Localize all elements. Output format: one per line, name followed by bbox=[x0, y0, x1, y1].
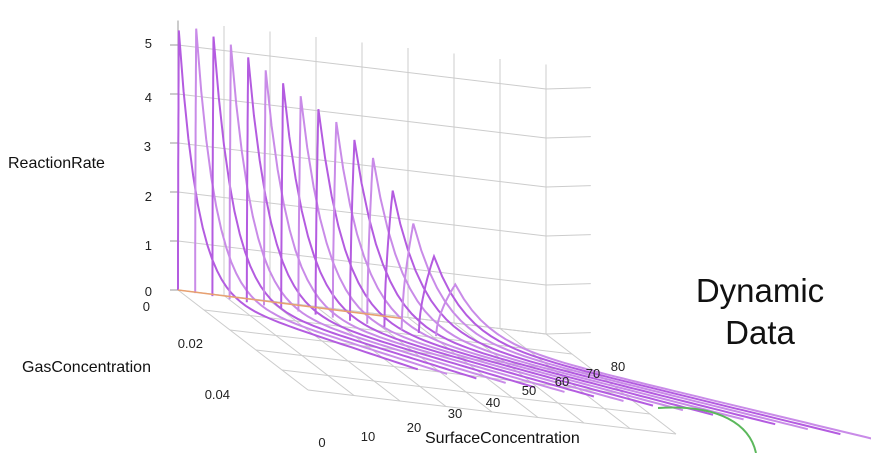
series-15-line bbox=[435, 282, 871, 440]
series-layer bbox=[177, 28, 871, 440]
floor-gridline bbox=[407, 317, 539, 418]
z-tick-3: 3 bbox=[144, 139, 151, 154]
series-4-line bbox=[245, 57, 536, 389]
z-tick-1: 1 bbox=[145, 238, 152, 253]
x-tick-70: 70 bbox=[586, 366, 600, 381]
series-8-line bbox=[314, 108, 654, 407]
baseline bbox=[177, 289, 402, 320]
y-axis-title: GasConcentration bbox=[22, 359, 151, 376]
side-wall-gridline bbox=[545, 283, 591, 286]
side-label: Dynamic Data bbox=[655, 270, 865, 354]
x-axis-title: SurfaceConcentration bbox=[425, 430, 580, 447]
series-3-line bbox=[228, 44, 506, 384]
side-wall-gridline bbox=[545, 136, 591, 139]
x-tick-60: 60 bbox=[555, 374, 569, 389]
y-zero-tick: 0 bbox=[143, 299, 150, 314]
series-10-line bbox=[349, 139, 714, 416]
z-axis-title: ReactionRate bbox=[8, 155, 105, 172]
x-tick-40: 40 bbox=[486, 395, 500, 410]
side-wall-gridline bbox=[545, 234, 591, 237]
x-tick-10: 10 bbox=[361, 429, 375, 444]
floor-gridline bbox=[223, 295, 355, 396]
side-label-line1: Dynamic bbox=[695, 272, 825, 309]
series-12-line bbox=[383, 190, 776, 426]
floor-gridline bbox=[545, 333, 677, 435]
z-tick-5: 5 bbox=[145, 36, 152, 51]
side-wall-gridline bbox=[545, 332, 591, 335]
floor-gridline bbox=[307, 389, 677, 435]
series-5-line bbox=[263, 70, 565, 393]
series-11-line bbox=[366, 157, 744, 421]
y-tick-002: 0.02 bbox=[178, 336, 203, 351]
series-9-line bbox=[331, 121, 684, 412]
series-14-line bbox=[417, 253, 841, 436]
x-tick-80: 80 bbox=[611, 359, 625, 374]
x-tick-50: 50 bbox=[522, 383, 536, 398]
side-label-line2: Data bbox=[725, 314, 795, 351]
series-0-line bbox=[177, 30, 419, 371]
series-7-line bbox=[297, 96, 624, 402]
back-wall-gridline bbox=[177, 44, 547, 90]
z-tick-4: 4 bbox=[145, 90, 152, 105]
z-tick-2: 2 bbox=[145, 189, 152, 204]
series-1-line bbox=[194, 28, 448, 375]
x-tick-0: 0 bbox=[318, 435, 325, 450]
accent-curve bbox=[657, 406, 757, 453]
series-2-line bbox=[211, 36, 477, 380]
back-wall-gridline bbox=[177, 240, 547, 286]
side-wall-gridline bbox=[545, 87, 591, 90]
floor-gridline bbox=[281, 369, 651, 415]
floor-gridline bbox=[269, 300, 401, 402]
back-wall-gridline bbox=[177, 142, 547, 188]
x-tick-20: 20 bbox=[407, 420, 421, 435]
y-tick-004: 0.04 bbox=[205, 387, 230, 402]
z-tick-0: 0 bbox=[145, 284, 152, 299]
side-wall-gridline bbox=[545, 185, 591, 188]
x-tick-30: 30 bbox=[448, 406, 462, 421]
series-6-line bbox=[280, 83, 595, 398]
series-13-line bbox=[400, 223, 809, 431]
floor-gridline bbox=[177, 289, 309, 391]
tick-layer: 5 4 2 1 0 0 0.02 0.04 0 10 20 30 40 50 6… bbox=[143, 36, 625, 450]
back-wall-gridline bbox=[177, 191, 547, 237]
back-wall-gridline bbox=[177, 93, 547, 139]
